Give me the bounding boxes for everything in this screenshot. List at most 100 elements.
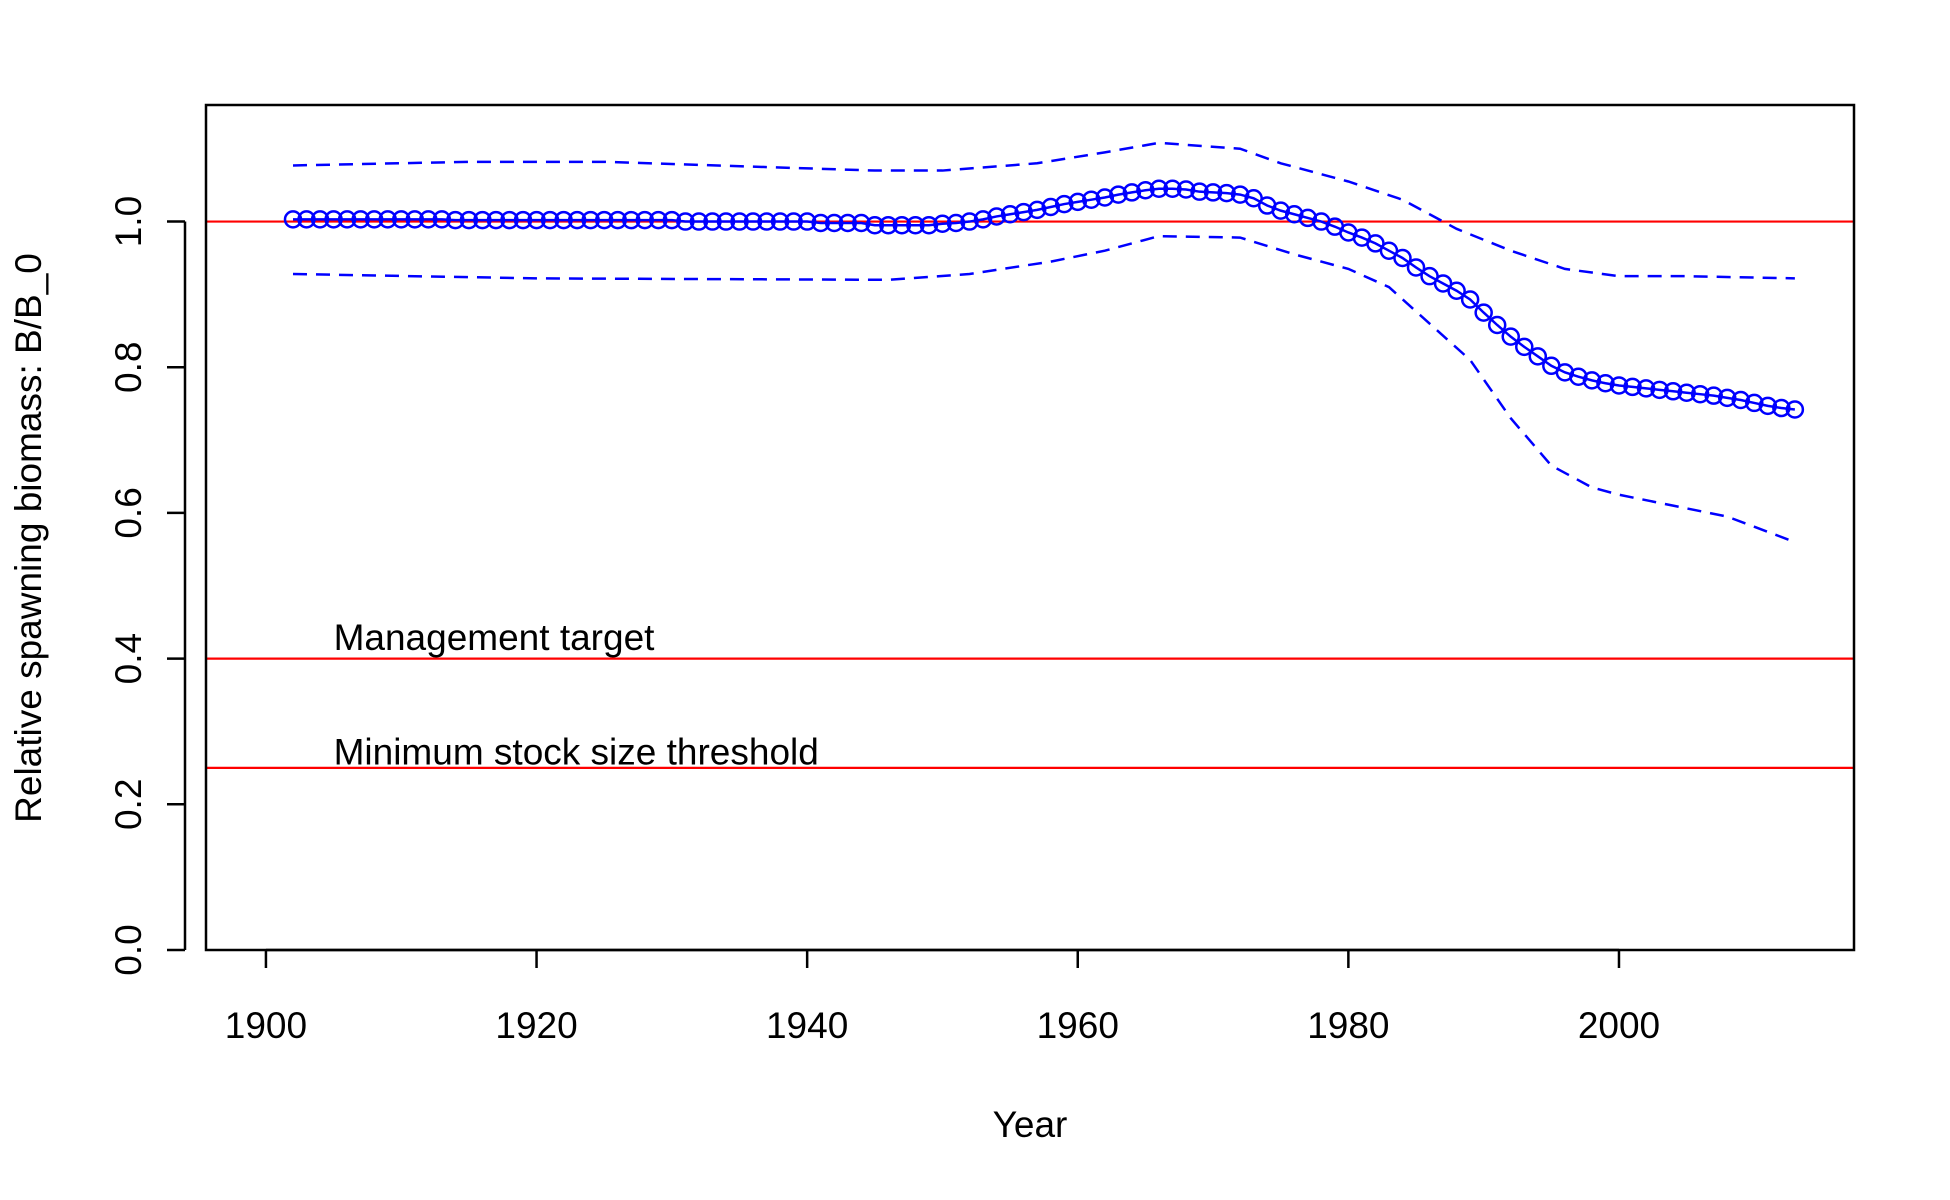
x-tick-label: 1980 bbox=[1307, 1005, 1389, 1046]
data-point bbox=[1190, 182, 1209, 201]
data-point bbox=[337, 210, 357, 229]
data-point bbox=[689, 212, 709, 231]
data-point bbox=[811, 213, 830, 233]
data-point bbox=[1582, 371, 1602, 390]
data-point bbox=[567, 210, 587, 230]
data-point bbox=[513, 210, 533, 230]
data-point bbox=[1406, 258, 1426, 277]
data-point bbox=[1203, 183, 1223, 202]
data-point bbox=[946, 213, 966, 233]
data-point bbox=[1109, 185, 1128, 204]
x-tick-label: 1940 bbox=[766, 1005, 848, 1046]
data-point bbox=[581, 210, 600, 230]
data-point bbox=[1745, 393, 1764, 413]
data-point bbox=[1731, 390, 1751, 410]
y-tick-label: 0.8 bbox=[108, 342, 149, 393]
data-point bbox=[1460, 290, 1480, 309]
data-point bbox=[594, 210, 614, 230]
data-point bbox=[1027, 200, 1047, 220]
data-point bbox=[784, 212, 803, 231]
data-point bbox=[1663, 382, 1683, 401]
data-point bbox=[1596, 374, 1615, 393]
confidence-line bbox=[292, 234, 1796, 544]
data-point bbox=[1515, 337, 1534, 357]
data-point bbox=[1054, 194, 1074, 214]
data-point bbox=[1758, 396, 1778, 416]
data-point bbox=[892, 215, 912, 235]
data-point bbox=[1623, 377, 1642, 397]
data-point bbox=[419, 210, 438, 229]
data-point bbox=[933, 214, 952, 233]
data-point bbox=[1569, 367, 1588, 386]
data-point bbox=[324, 210, 343, 229]
data-point bbox=[1501, 327, 1520, 346]
annotation: Management target bbox=[334, 617, 656, 658]
data-point bbox=[1176, 180, 1196, 199]
data-point bbox=[1122, 183, 1142, 202]
data-point bbox=[987, 207, 1006, 226]
y-tick-label: 0.0 bbox=[108, 924, 149, 975]
data-point bbox=[432, 210, 452, 229]
data-point bbox=[1474, 303, 1493, 322]
data-point bbox=[1609, 376, 1629, 395]
annotation: Minimum stock size threshold bbox=[334, 732, 819, 773]
data-point bbox=[919, 215, 939, 235]
data-point bbox=[703, 212, 722, 231]
data-point bbox=[500, 210, 519, 230]
y-tick-label: 1.0 bbox=[108, 196, 149, 247]
data-point bbox=[378, 210, 397, 229]
data-point bbox=[364, 210, 384, 229]
data-point bbox=[757, 212, 776, 231]
y-tick-label: 0.2 bbox=[108, 779, 149, 830]
x-tick-label: 1960 bbox=[1037, 1005, 1119, 1046]
data-point bbox=[446, 210, 465, 230]
data-point bbox=[608, 210, 627, 230]
y-tick-label: 0.6 bbox=[108, 487, 149, 538]
x-tick-label: 2000 bbox=[1578, 1005, 1660, 1046]
data-point bbox=[1447, 281, 1466, 301]
data-point bbox=[1014, 202, 1033, 222]
data-point bbox=[635, 210, 655, 230]
data-point bbox=[1677, 383, 1696, 402]
data-point bbox=[879, 215, 898, 235]
data-point bbox=[405, 210, 425, 229]
data-point bbox=[1298, 208, 1318, 228]
data-point bbox=[283, 210, 303, 229]
data-point bbox=[1690, 384, 1710, 404]
data-point bbox=[1487, 315, 1507, 335]
data-point bbox=[662, 210, 682, 230]
data-point bbox=[391, 210, 411, 229]
data-point bbox=[1082, 190, 1101, 209]
data-point bbox=[1393, 248, 1412, 268]
data-point bbox=[1704, 386, 1723, 405]
x-axis-label: Year bbox=[993, 1104, 1068, 1145]
data-point bbox=[1636, 379, 1656, 398]
data-point bbox=[1528, 347, 1548, 366]
data-point bbox=[351, 210, 370, 229]
data-point bbox=[1136, 180, 1155, 200]
y-axis-label: Relative spawning biomass: B/B_0 bbox=[8, 253, 49, 823]
data-point bbox=[486, 210, 506, 230]
data-point bbox=[1284, 205, 1304, 224]
data-point bbox=[1217, 183, 1236, 203]
data-point bbox=[906, 215, 925, 235]
data-point bbox=[540, 210, 560, 230]
data-point bbox=[473, 210, 492, 230]
data-point bbox=[1068, 192, 1088, 212]
data-point bbox=[1041, 197, 1060, 217]
data-point bbox=[973, 210, 993, 229]
data-point bbox=[1271, 201, 1290, 220]
data-point bbox=[743, 212, 763, 231]
data-point bbox=[865, 215, 885, 235]
data-point bbox=[1785, 400, 1805, 419]
data-point bbox=[730, 212, 749, 231]
data-point bbox=[1000, 205, 1020, 224]
data-point bbox=[797, 212, 817, 231]
data-point bbox=[838, 213, 857, 233]
data-point bbox=[1650, 380, 1669, 400]
data-point bbox=[1163, 179, 1182, 199]
data-point bbox=[1095, 188, 1115, 207]
plot-frame bbox=[204, 103, 1856, 952]
x-tick-label: 1920 bbox=[495, 1005, 577, 1046]
